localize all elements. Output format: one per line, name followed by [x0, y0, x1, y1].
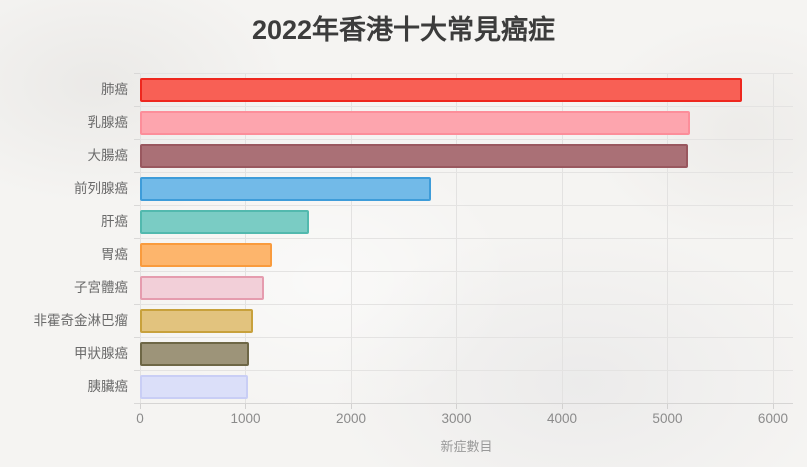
- x-tick-label: 1000: [230, 411, 261, 426]
- bar-甲狀腺癌: [140, 341, 250, 366]
- bar-肝癌: [140, 209, 309, 234]
- bar-非霍奇金淋巴瘤: [140, 308, 253, 333]
- y-tick-mark: [134, 139, 140, 140]
- y-gridline: [140, 238, 793, 239]
- x-tick-label: 6000: [757, 411, 788, 426]
- y-gridline: [140, 304, 793, 305]
- x-tick-mark: [456, 403, 458, 409]
- chart-title: 2022年香港十大常見癌症: [251, 15, 556, 45]
- bar-前列腺癌: [140, 176, 431, 201]
- x-tick-label: 3000: [441, 411, 472, 426]
- x-tick-label: 5000: [652, 411, 683, 426]
- y-tick-mark: [134, 337, 140, 338]
- y-axis-label: 肝癌: [101, 213, 128, 229]
- y-axis-label: 前列腺癌: [74, 180, 128, 196]
- x-axis-title: 新症數目: [440, 439, 493, 454]
- y-tick-mark: [134, 403, 140, 404]
- y-tick-mark: [134, 271, 140, 272]
- y-tick-mark: [134, 106, 140, 107]
- plot-area: [140, 73, 793, 404]
- bar-肺癌: [140, 77, 743, 102]
- y-gridline: [140, 106, 793, 107]
- y-tick-mark: [134, 205, 140, 206]
- y-tick-mark: [134, 238, 140, 239]
- y-axis-label: 肺癌: [101, 81, 128, 97]
- y-axis-label: 大腸癌: [87, 147, 129, 163]
- y-axis-label: 子宮體癌: [74, 279, 128, 295]
- y-tick-mark: [134, 370, 140, 371]
- x-tick-mark: [667, 403, 669, 409]
- y-gridline: [140, 73, 793, 74]
- y-axis-label: 非霍奇金淋巴瘤: [33, 312, 129, 328]
- bar-子宮體癌: [140, 275, 264, 300]
- x-axis-line: [140, 403, 793, 404]
- y-tick-mark: [134, 73, 140, 74]
- y-gridline: [140, 205, 793, 206]
- y-gridline: [140, 337, 793, 338]
- bar-大腸癌: [140, 143, 689, 168]
- y-gridline: [140, 271, 793, 272]
- x-tick-label: 2000: [335, 411, 367, 426]
- x-tick-label: 4000: [546, 411, 577, 426]
- y-axis-label: 胃癌: [101, 246, 128, 262]
- x-tick-mark: [772, 403, 774, 409]
- y-gridline: [140, 370, 793, 371]
- y-axis-label: 胰臟癌: [87, 378, 129, 394]
- y-gridline: [140, 172, 793, 173]
- x-tick-label: 0: [136, 411, 144, 426]
- bar-乳腺癌: [140, 110, 690, 135]
- x-tick-mark: [350, 403, 352, 409]
- x-tick-mark: [561, 403, 563, 409]
- x-tick-mark: [245, 403, 247, 409]
- y-tick-mark: [134, 304, 140, 305]
- x-tick-mark: [140, 403, 141, 409]
- bar-胃癌: [140, 242, 273, 267]
- y-axis-label: 乳腺癌: [87, 114, 129, 130]
- y-tick-mark: [134, 172, 140, 173]
- y-gridline: [140, 139, 793, 140]
- y-axis-label: 甲狀腺癌: [74, 345, 128, 361]
- bar-胰臟癌: [140, 374, 248, 399]
